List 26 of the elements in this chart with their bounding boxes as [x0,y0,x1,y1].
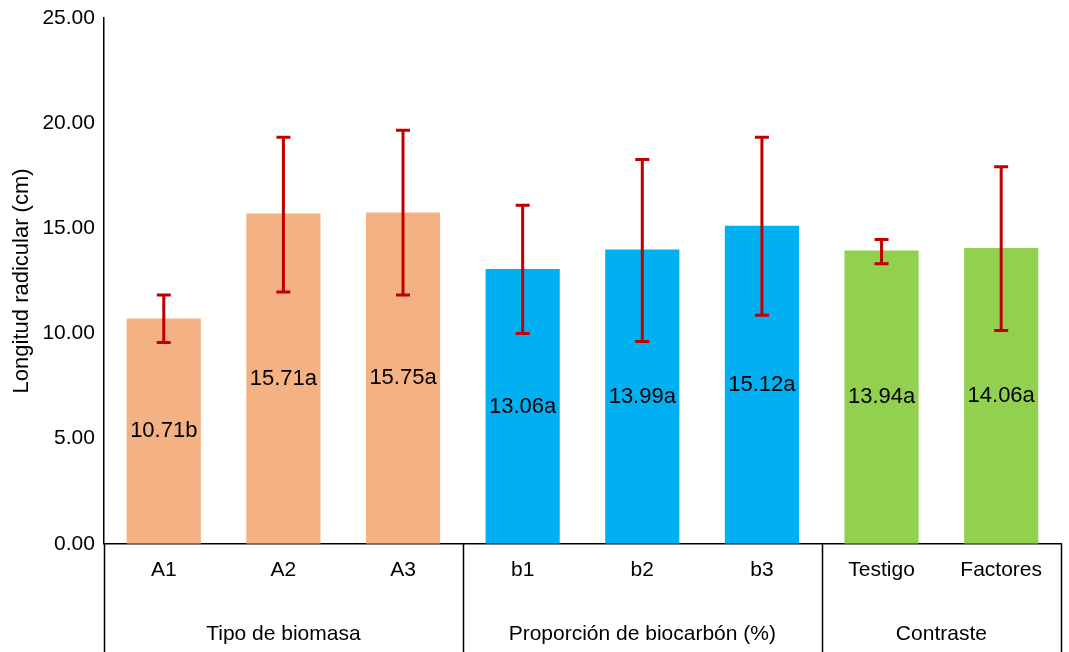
text: Contraste [895,620,987,644]
text: Tipo de biomasa [206,620,361,644]
x-tick-label: b2 [630,557,654,581]
y-tick-label: 15.00 [42,215,95,239]
y-tick-label: 5.00 [54,425,95,449]
data-label: 10.71b [130,417,198,443]
data-label: 13.99a [608,382,677,408]
y-tick-label: 10.00 [42,320,95,344]
x-tick-label: Testigo [848,557,915,581]
y-tick-label: 20.00 [42,109,95,133]
data-label: 14.06a [967,382,1036,408]
x-tick-label: A3 [390,557,416,581]
x-tick-label: A1 [150,557,177,581]
y-tick-label: 25.00 [42,4,95,28]
x-tick-label: b1 [510,557,535,581]
x-tick-label: A2 [270,557,297,581]
x-tick-label: Factores [960,557,1043,581]
y-axis-title: Longitud radicular (cm) [8,168,34,394]
x-tick-label: b3 [750,557,774,581]
data-label: 15.12a [728,370,797,396]
data-label: 15.75a [369,364,438,390]
text: Proporción de biocarbón (%) [508,620,776,644]
data-label: 13.94a [847,383,916,409]
data-label: 13.06a [489,392,558,418]
data-label: 15.71a [249,364,318,390]
y-tick-label: 0.00 [54,530,95,554]
